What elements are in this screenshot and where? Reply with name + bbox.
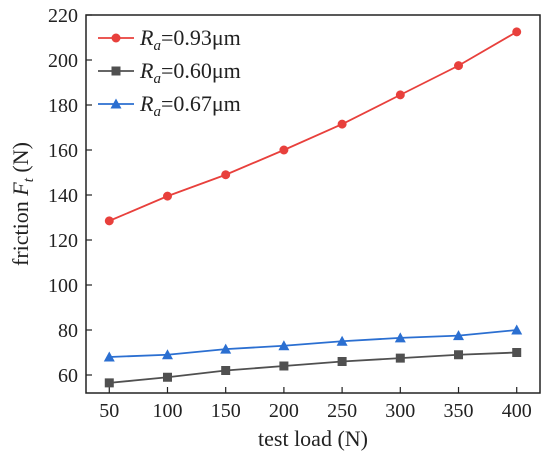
data-point <box>103 351 115 362</box>
legend-label-value: =0.93μm <box>161 25 241 50</box>
y-tick-label: 60 <box>58 365 78 387</box>
legend-label: Ra=0.93μm <box>139 25 241 54</box>
legend-label-sub: a <box>153 38 161 54</box>
x-tick-label: 300 <box>385 400 415 422</box>
legend-item: Ra=0.67μm <box>98 91 241 120</box>
data-point <box>221 170 231 180</box>
series-line <box>108 31 518 222</box>
data-point <box>162 372 172 382</box>
data-point <box>512 348 522 357</box>
y-axis: 60 80 100 120 140 160 180 200 220 <box>48 5 92 387</box>
x-tick-label: 100 <box>152 400 182 422</box>
series-line <box>109 351 517 384</box>
data-point <box>453 330 465 341</box>
legend-swatch-marker <box>111 66 121 76</box>
x-tick-label: 150 <box>211 400 241 422</box>
data-point <box>279 361 289 371</box>
y-tick-label: 100 <box>48 275 78 297</box>
series-layer <box>103 27 523 388</box>
data-point <box>221 366 231 375</box>
legend-label: Ra=0.60μm <box>139 58 241 87</box>
legend-item: Ra=0.93μm <box>98 25 241 54</box>
y-tick-label: 220 <box>48 5 78 27</box>
data-point <box>279 145 289 155</box>
y-tick-label: 120 <box>48 230 78 252</box>
data-point <box>162 191 172 201</box>
y-tick-label: 160 <box>48 140 78 162</box>
x-axis-title: test load (N) <box>258 426 368 451</box>
legend-label-value: =0.67μm <box>161 91 241 116</box>
data-point <box>394 332 406 343</box>
x-tick-label: 200 <box>269 400 299 422</box>
data-point <box>511 324 523 335</box>
series-1 <box>104 348 522 388</box>
plot-frame <box>85 14 541 394</box>
legend-label-var: R <box>139 91 154 116</box>
data-point <box>337 119 347 129</box>
y-axis-title-suffix: (N) <box>8 142 33 178</box>
data-point <box>454 61 464 71</box>
x-tick-label: 350 <box>444 400 474 422</box>
legend-label-var: R <box>139 58 154 83</box>
data-point <box>395 353 405 363</box>
data-point <box>454 350 464 360</box>
legend-label-var: R <box>139 25 154 50</box>
y-axis-title-var: F <box>8 182 33 197</box>
y-axis-title: friction Ft (N) <box>8 142 37 266</box>
series-0 <box>104 27 522 226</box>
x-axis: 50 100 150 200 250 300 350 400 <box>99 387 532 422</box>
y-axis-title-sub: t <box>21 177 37 182</box>
legend-swatch-marker <box>110 98 122 109</box>
x-tick-label: 50 <box>99 400 119 422</box>
x-tick-label: 400 <box>502 400 532 422</box>
data-point <box>336 335 348 346</box>
data-point <box>104 378 114 388</box>
series-line <box>109 329 517 358</box>
y-tick-label: 80 <box>58 320 78 342</box>
data-point <box>161 349 173 360</box>
legend-item: Ra=0.60μm <box>98 58 241 87</box>
data-point <box>278 340 290 351</box>
legend-label: Ra=0.67μm <box>139 91 241 120</box>
legend-swatch-marker <box>111 33 121 43</box>
y-tick-label: 200 <box>48 50 78 72</box>
data-point <box>104 216 114 226</box>
y-tick-label: 180 <box>48 95 78 117</box>
data-point <box>512 27 522 37</box>
legend-label-sub: a <box>153 104 161 120</box>
legend-label-sub: a <box>153 71 161 87</box>
data-point <box>395 90 405 100</box>
x-tick-label: 250 <box>327 400 357 422</box>
y-tick-label: 140 <box>48 185 78 207</box>
legend-label-value: =0.60μm <box>161 58 241 83</box>
data-point <box>220 343 232 354</box>
data-point <box>337 357 347 366</box>
series-2 <box>103 324 523 362</box>
y-axis-title-prefix: friction <box>8 196 33 266</box>
